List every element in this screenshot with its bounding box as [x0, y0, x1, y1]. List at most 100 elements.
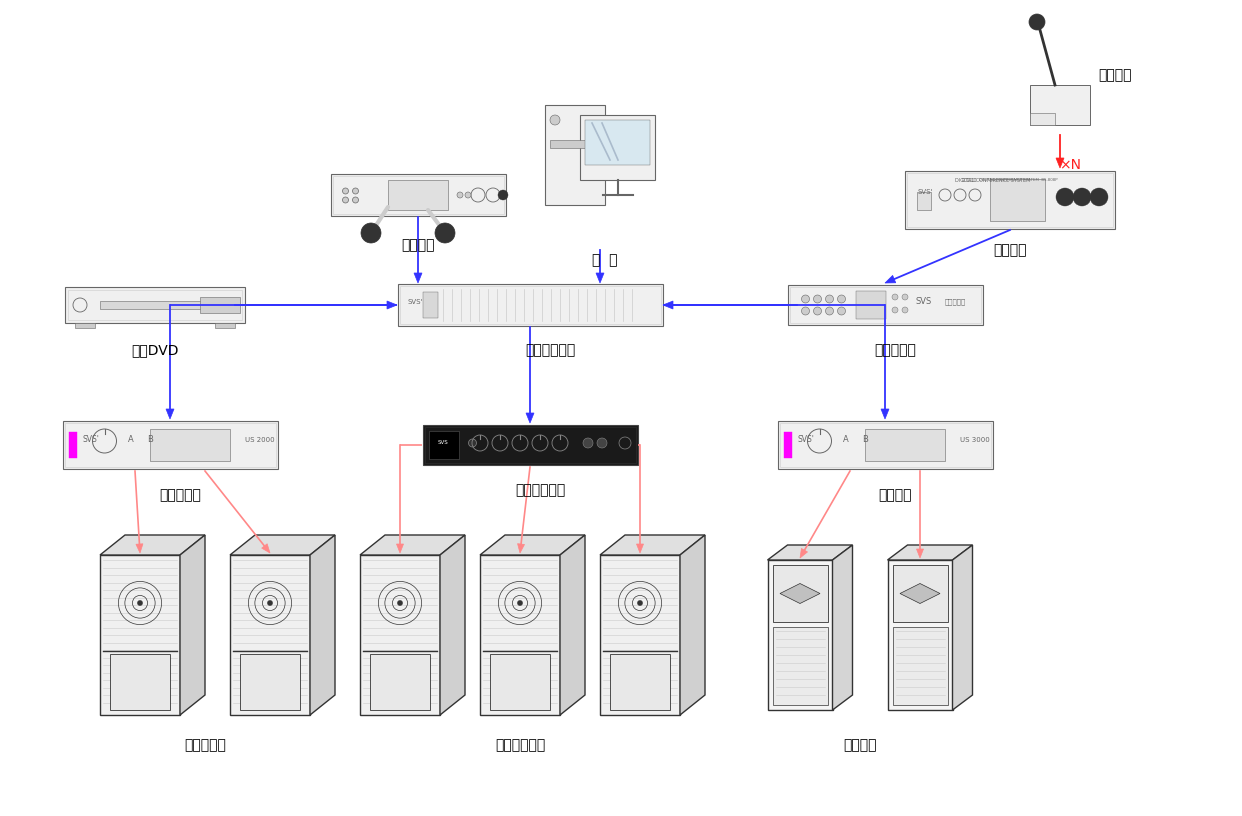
Polygon shape: [780, 583, 820, 604]
Circle shape: [902, 307, 908, 313]
Text: 主扩声音筱: 主扩声音筱: [184, 738, 226, 752]
Text: US 2000: US 2000: [245, 437, 274, 443]
Bar: [400, 286, 661, 324]
Circle shape: [826, 295, 833, 303]
Circle shape: [902, 294, 908, 300]
Polygon shape: [881, 409, 889, 419]
Bar: [773, 627, 827, 705]
Circle shape: [343, 188, 349, 194]
Bar: [422, 425, 637, 465]
Text: 返听功放: 返听功放: [878, 488, 912, 502]
Circle shape: [837, 295, 846, 303]
Text: B: B: [862, 436, 868, 445]
Bar: [388, 180, 448, 210]
Polygon shape: [900, 583, 940, 604]
Bar: [422, 292, 437, 318]
Polygon shape: [888, 545, 972, 560]
Polygon shape: [768, 545, 852, 560]
Polygon shape: [101, 535, 205, 555]
Circle shape: [468, 439, 477, 447]
Circle shape: [138, 601, 143, 605]
Text: 蓝光DVD: 蓝光DVD: [132, 343, 179, 357]
Bar: [62, 421, 277, 469]
Polygon shape: [917, 549, 924, 558]
Bar: [101, 301, 210, 309]
Circle shape: [837, 307, 846, 315]
Text: 反馈抑制器: 反馈抑制器: [874, 343, 915, 357]
Text: 电  脑: 电 脑: [592, 253, 617, 267]
Polygon shape: [135, 543, 143, 553]
Circle shape: [826, 307, 833, 315]
Circle shape: [397, 601, 402, 605]
Circle shape: [343, 197, 349, 203]
Text: SVS: SVS: [915, 298, 932, 307]
Polygon shape: [953, 545, 972, 710]
Text: 无线话筒: 无线话筒: [401, 238, 435, 252]
Bar: [491, 654, 550, 710]
Polygon shape: [479, 555, 560, 715]
Polygon shape: [388, 301, 397, 309]
Text: DIGITAL CONFERENCE SYSTEM: DIGITAL CONFERENCE SYSTEM: [955, 179, 1031, 184]
Bar: [893, 627, 948, 705]
Polygon shape: [768, 560, 832, 710]
Text: A: A: [842, 436, 848, 445]
Bar: [240, 654, 301, 710]
Polygon shape: [636, 544, 643, 553]
Bar: [1030, 85, 1090, 125]
Polygon shape: [310, 535, 335, 715]
Text: 会议主机: 会议主机: [994, 243, 1027, 257]
Bar: [905, 171, 1115, 229]
Bar: [585, 120, 650, 165]
Polygon shape: [230, 535, 335, 555]
Bar: [150, 429, 230, 461]
Bar: [893, 565, 948, 622]
Polygon shape: [414, 273, 422, 283]
Polygon shape: [832, 545, 852, 710]
Polygon shape: [396, 544, 404, 553]
Circle shape: [1073, 188, 1090, 206]
Bar: [1030, 113, 1054, 125]
Polygon shape: [360, 535, 465, 555]
Bar: [330, 174, 505, 216]
Text: US 3000: US 3000: [960, 437, 990, 443]
Bar: [333, 176, 503, 214]
Circle shape: [814, 295, 821, 303]
Bar: [65, 287, 245, 323]
Circle shape: [457, 192, 463, 198]
Bar: [610, 654, 669, 710]
Circle shape: [465, 192, 471, 198]
Text: 发言单元: 发言单元: [1098, 68, 1131, 82]
Polygon shape: [166, 409, 174, 419]
Circle shape: [801, 295, 810, 303]
Text: 数字会议系统  DIGITAL CONFERENCE SYSTEM  BS-808P: 数字会议系统 DIGITAL CONFERENCE SYSTEM BS-808P: [963, 177, 1058, 181]
Text: 反馈抑制器: 反馈抑制器: [945, 299, 966, 305]
Polygon shape: [600, 535, 705, 555]
Text: ×N: ×N: [1059, 158, 1081, 172]
Bar: [580, 115, 655, 180]
Text: 数字媒体矩阵: 数字媒体矩阵: [525, 343, 575, 357]
Circle shape: [498, 190, 508, 200]
Polygon shape: [230, 555, 310, 715]
Bar: [790, 287, 980, 323]
Bar: [784, 432, 791, 459]
Bar: [907, 173, 1113, 227]
Circle shape: [435, 223, 455, 243]
Polygon shape: [440, 535, 465, 715]
Polygon shape: [527, 413, 534, 423]
Text: SVS': SVS': [797, 436, 815, 445]
Bar: [425, 427, 636, 463]
Circle shape: [550, 115, 560, 125]
Bar: [75, 323, 94, 328]
Bar: [65, 423, 276, 467]
Circle shape: [814, 307, 821, 315]
Bar: [856, 291, 886, 319]
Bar: [787, 285, 982, 325]
Polygon shape: [360, 555, 440, 715]
Circle shape: [637, 601, 642, 605]
Bar: [428, 431, 458, 459]
Circle shape: [267, 601, 272, 605]
Text: 返听音筱: 返听音筱: [843, 738, 877, 752]
Text: B: B: [148, 436, 153, 445]
Text: 辅助扩声功放: 辅助扩声功放: [515, 483, 565, 497]
Polygon shape: [800, 548, 807, 558]
